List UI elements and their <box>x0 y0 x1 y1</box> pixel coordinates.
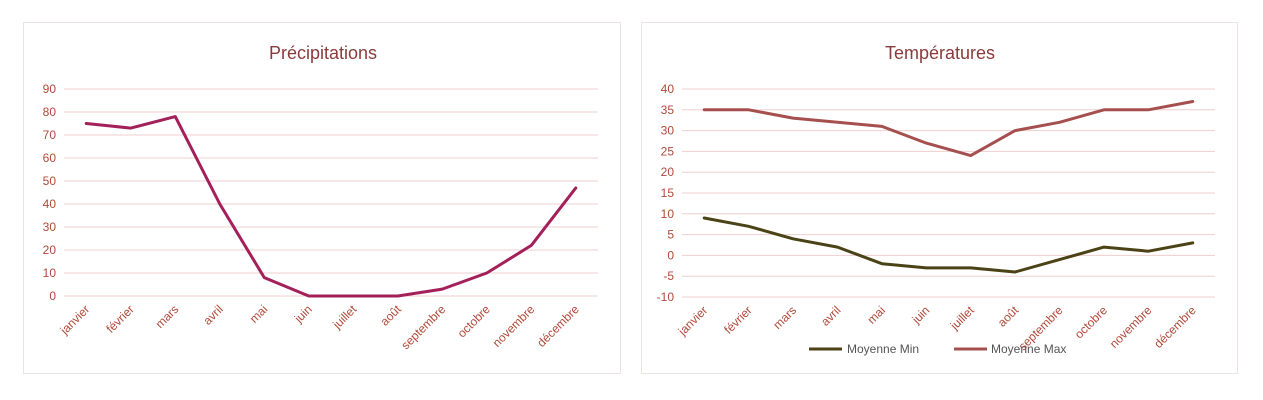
y-tick-label: 60 <box>43 151 57 165</box>
y-tick-label: 30 <box>43 220 57 234</box>
y-tick-label: 15 <box>661 186 675 200</box>
series-line-0 <box>84 115 578 298</box>
x-tick-label: mai <box>864 303 888 327</box>
temperature-chart-panel: Températures -10 -5 0 5 10 15 20 25 30 35 40 janvi… <box>641 22 1238 374</box>
y-tick-label: 0 <box>667 248 674 262</box>
x-tick-label: janvier <box>57 302 93 338</box>
x-tick-label: mai <box>247 302 271 326</box>
y-tick-label: 20 <box>43 243 57 257</box>
y-tick-label: 30 <box>661 124 675 138</box>
legend-label-max: Moyenne Max <box>991 342 1066 356</box>
x-tick-label: février <box>103 302 136 335</box>
x-tick-label: novembre <box>1107 303 1155 351</box>
precipitation-chart-title: Précipitations <box>269 43 377 63</box>
legend-label-min: Moyenne Min <box>847 342 919 356</box>
x-tick-label: octobre <box>455 302 493 340</box>
x-tick-label: juillet <box>947 303 977 333</box>
x-tick-label: décembre <box>1151 303 1199 351</box>
x-tick-label: mars <box>153 302 182 331</box>
x-tick-label: février <box>721 303 754 336</box>
precipitation-chart-panel: Précipitations 0 10 20 30 40 50 60 70 80 90 janvi… <box>23 22 621 374</box>
y-tick-label: 20 <box>661 165 675 179</box>
y-tick-label: 90 <box>43 82 57 96</box>
y-tick-label: -10 <box>657 290 675 304</box>
y-tick-label: 25 <box>661 144 675 158</box>
x-tick-label: avril <box>200 302 225 327</box>
y-tick-label: 0 <box>49 289 56 303</box>
precipitation-chart: Précipitations 0 10 20 30 40 50 60 70 80 90 janvi… <box>43 43 598 352</box>
x-tick-label: novembre <box>490 302 538 350</box>
y-tick-label: 10 <box>43 266 57 280</box>
x-tick-label: août <box>377 302 404 329</box>
x-tick-label: mars <box>770 303 799 332</box>
y-tick-label: 40 <box>43 197 57 211</box>
temperature-chart: Températures -10 -5 0 5 10 15 20 25 30 35 40 janvi… <box>657 43 1215 356</box>
y-tick-label: 80 <box>43 105 57 119</box>
x-tick-label: juin <box>291 302 315 326</box>
series-line-1 <box>702 100 1195 158</box>
y-tick-label: 70 <box>43 128 57 142</box>
y-tick-label: -5 <box>663 269 674 283</box>
y-tick-label: 10 <box>661 207 675 221</box>
temperature-legend: Moyenne Min Moyenne Max <box>809 342 1066 356</box>
x-tick-label: août <box>995 303 1022 330</box>
x-tick-label: janvier <box>675 303 711 339</box>
x-tick-label: juin <box>909 303 933 327</box>
x-tick-label: avril <box>818 303 843 328</box>
y-tick-label: 50 <box>43 174 57 188</box>
y-tick-label: 35 <box>661 103 675 117</box>
x-tick-label: septembre <box>398 302 448 352</box>
x-tick-label: octobre <box>1072 303 1110 341</box>
x-tick-label: décembre <box>534 302 582 350</box>
series-line-0 <box>702 216 1195 274</box>
x-tick-label: juillet <box>329 302 359 332</box>
temperature-chart-title: Températures <box>885 43 995 63</box>
y-tick-label: 5 <box>667 228 674 242</box>
y-tick-label: 40 <box>661 82 675 96</box>
